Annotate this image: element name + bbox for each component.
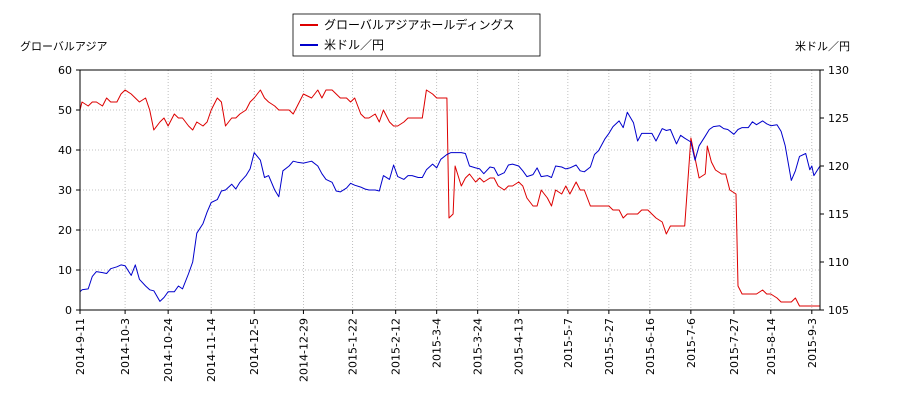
x-tick-label: 2015-5-27 xyxy=(603,318,616,375)
axes-layer: 0 10 20 30 40 50 60 105 110 115 120 125 130 2014-9-11… xyxy=(58,64,849,382)
x-tick-label: 2014-11-14 xyxy=(205,318,218,382)
series-line-usdjpy xyxy=(79,111,821,302)
x-tick-label: 2015-7-6 xyxy=(685,318,698,368)
y-right-axis-title: 米ドル／円 xyxy=(795,40,850,53)
x-tick-label: 2015-3-4 xyxy=(431,318,444,368)
legend-label-usdjpy: 米ドル／円 xyxy=(324,38,384,52)
x-tick-label: 2014-10-3 xyxy=(119,318,132,375)
x-tick-label: 2014-9-11 xyxy=(74,318,87,375)
y-left-tick-label: 60 xyxy=(58,64,72,77)
y-left-tick-label: 40 xyxy=(58,144,72,157)
legend-label-stock: グローバルアジアホールディングス xyxy=(324,17,515,32)
x-tick-label: 2015-4-13 xyxy=(513,318,526,375)
x-tick-label: 2015-5-7 xyxy=(562,318,575,368)
y-right-tick-label: 110 xyxy=(828,256,849,269)
y-left-tick-label: 30 xyxy=(58,184,72,197)
x-tick-label: 2014-12-5 xyxy=(248,318,261,375)
y-left-tick-label: 0 xyxy=(65,304,72,317)
x-tick-label: 2015-6-16 xyxy=(644,318,657,375)
y-right-tick-label: 125 xyxy=(828,112,849,125)
x-tick-label: 2015-3-24 xyxy=(472,318,485,375)
legend: グローバルアジアホールディングス 米ドル／円 xyxy=(292,13,541,57)
y-right-tick-label: 115 xyxy=(828,208,849,221)
y-left-tick-label: 20 xyxy=(58,224,72,237)
grid-layer xyxy=(80,70,820,310)
x-tick-label: 2015-9-3 xyxy=(806,318,819,368)
y-left-tick-label: 10 xyxy=(58,264,72,277)
legend-box xyxy=(292,13,541,57)
x-tick-label: 2014-10-24 xyxy=(162,318,175,382)
x-tick-label: 2015-7-27 xyxy=(728,318,741,375)
series-line-stock xyxy=(79,89,820,307)
x-tick-label: 2015-2-12 xyxy=(390,318,403,375)
y-left-tick-label: 50 xyxy=(58,104,72,117)
x-tick-label: 2014-12-29 xyxy=(297,318,310,382)
y-left-axis-title: グローバルアジア xyxy=(20,39,107,53)
x-tick-label: 2015-8-14 xyxy=(765,318,778,375)
series-layer xyxy=(79,89,821,307)
x-tick-label: 2015-1-22 xyxy=(347,318,360,375)
y-right-tick-label: 130 xyxy=(828,64,849,77)
y-right-tick-label: 105 xyxy=(828,304,849,317)
y-right-tick-label: 120 xyxy=(828,160,849,173)
